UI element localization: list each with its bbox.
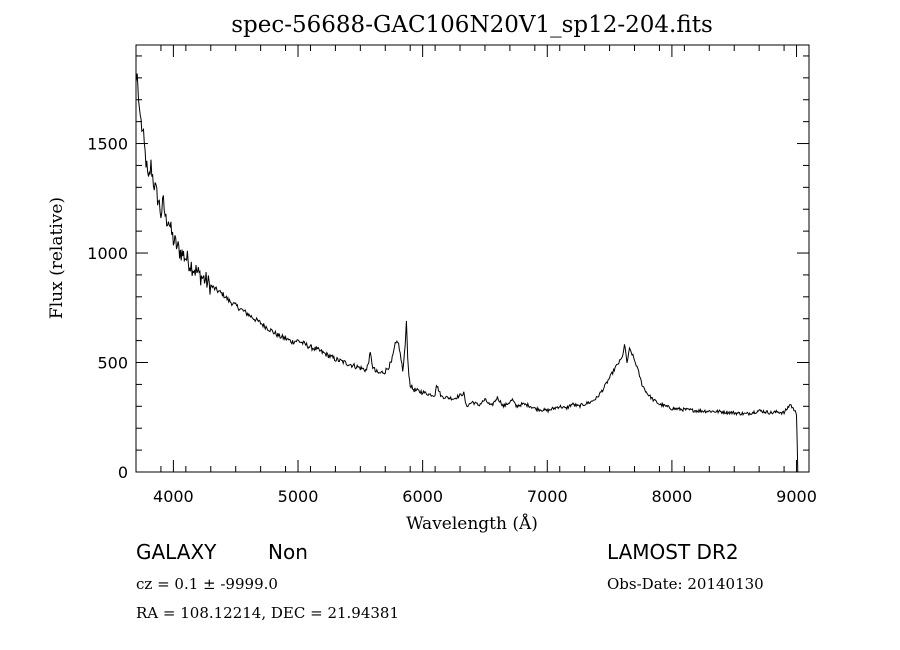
axis-tick-labels: 4000 5000 6000 7000 8000 9000 0 500 1000 1500 — [87, 135, 817, 506]
y-tick-label: 0 — [118, 463, 128, 482]
survey-name: LAMOST DR2 — [607, 540, 739, 564]
y-tick-label: 500 — [97, 354, 128, 373]
x-tick-label: 7000 — [527, 487, 568, 506]
y-axis-label: Flux (relative) — [47, 197, 67, 319]
y-tick-label: 1500 — [87, 135, 128, 154]
x-tick-label: 6000 — [402, 487, 443, 506]
observation-date: Obs-Date: 20140130 — [607, 575, 764, 593]
x-tick-label: 9000 — [776, 487, 817, 506]
x-tick-label: 5000 — [278, 487, 319, 506]
spectrum-line — [135, 73, 799, 473]
x-axis-label: Wavelength (Å) — [406, 513, 538, 534]
redshift-value: cz = 0.1 ± -9999.0 — [136, 575, 278, 593]
x-tick-label: 4000 — [153, 487, 194, 506]
x-tick-label: 8000 — [652, 487, 693, 506]
coordinates: RA = 108.12214, DEC = 21.94381 — [136, 604, 400, 622]
object-subclass: Non — [268, 540, 308, 564]
axis-ticks — [135, 45, 810, 473]
plot-frame — [135, 44, 810, 473]
object-class: GALAXY — [136, 540, 217, 564]
y-tick-label: 1000 — [87, 244, 128, 263]
chart-title: spec-56688-GAC106N20V1_sp12-204.fits — [231, 12, 713, 38]
